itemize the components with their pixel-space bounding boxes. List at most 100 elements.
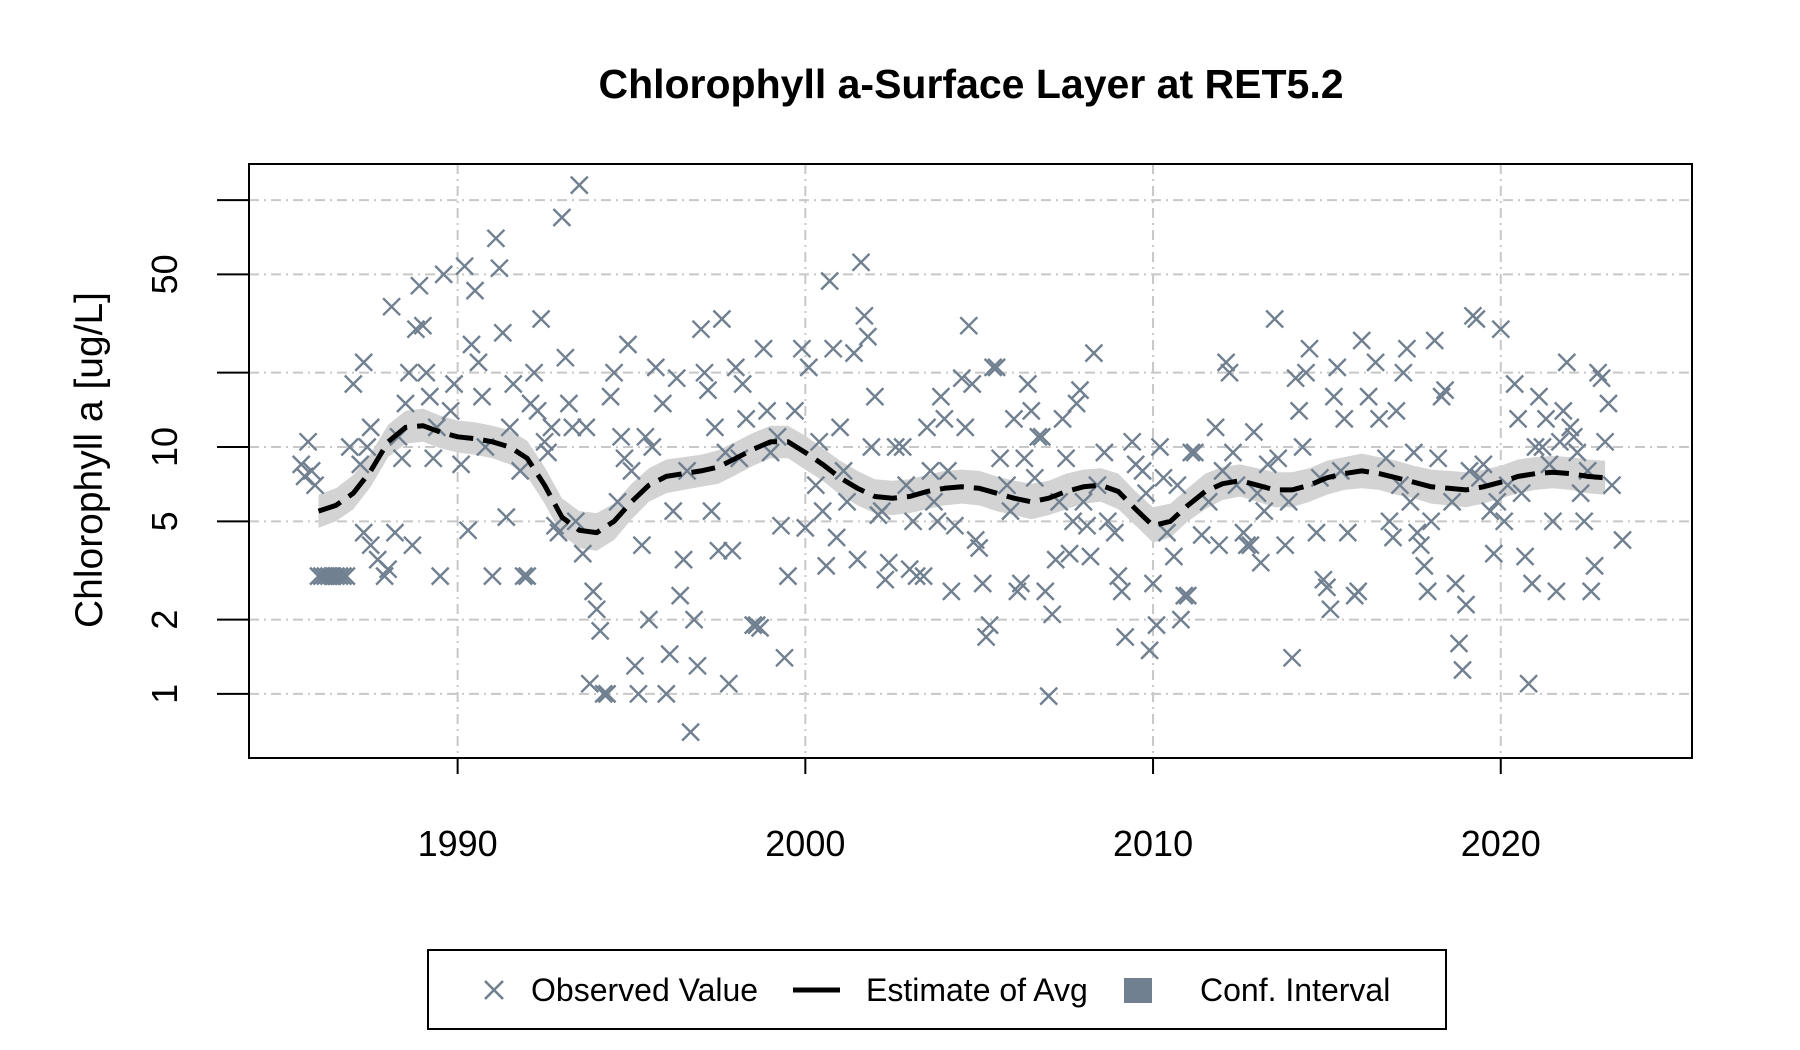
observed-point xyxy=(830,418,850,437)
observed-point xyxy=(556,348,575,368)
observed-point xyxy=(455,256,474,276)
observed-point xyxy=(632,535,652,555)
observed-point xyxy=(844,343,864,363)
observed-point xyxy=(1098,511,1118,531)
observed-point xyxy=(1425,331,1445,350)
observed-point xyxy=(583,582,603,601)
observed-point xyxy=(778,566,798,586)
observed-point xyxy=(1282,648,1302,668)
observed-point xyxy=(792,339,812,359)
observed-point xyxy=(1136,483,1156,503)
observed-point xyxy=(573,544,593,563)
observed-point xyxy=(416,363,436,383)
observed-point xyxy=(1042,604,1062,624)
observed-point xyxy=(1074,492,1093,512)
observed-point xyxy=(973,574,993,593)
observed-point xyxy=(893,437,913,457)
observed-point xyxy=(1432,387,1451,406)
observed-point xyxy=(987,358,1006,377)
observed-point xyxy=(1234,523,1253,542)
observed-point xyxy=(1293,437,1312,457)
x-tick-label: 2010 xyxy=(1113,823,1193,864)
observed-point xyxy=(615,448,634,468)
y-tick-label: 2 xyxy=(144,610,185,630)
observed-point xyxy=(1522,574,1542,593)
observed-point xyxy=(976,627,996,647)
observed-point xyxy=(886,437,906,457)
observed-point xyxy=(378,559,398,579)
observed-point xyxy=(1474,455,1493,474)
observed-point xyxy=(851,252,871,272)
observed-point xyxy=(1380,511,1399,531)
observed-point xyxy=(1258,455,1278,474)
observed-point xyxy=(722,541,742,561)
observed-point xyxy=(1407,523,1427,542)
observed-point xyxy=(1241,535,1260,555)
observed-point xyxy=(997,475,1017,495)
observed-point xyxy=(667,368,687,388)
observed-point xyxy=(423,448,443,468)
observed-point xyxy=(1411,535,1431,555)
observed-point xyxy=(681,722,700,742)
observed-point xyxy=(670,586,690,605)
observed-point xyxy=(493,323,513,343)
observed-point xyxy=(427,418,447,437)
observed-point xyxy=(1366,353,1385,372)
observed-point xyxy=(622,461,641,481)
observed-point xyxy=(1414,556,1434,576)
observed-point xyxy=(420,387,440,406)
observed-point xyxy=(343,374,363,394)
observed-point xyxy=(559,394,579,413)
observed-point xyxy=(865,387,885,406)
observed-point xyxy=(587,599,607,619)
observed-point xyxy=(1081,547,1100,566)
y-tick-label: 1 xyxy=(144,684,185,704)
confidence-interval-band xyxy=(318,408,1606,551)
observed-point xyxy=(656,684,676,704)
observed-point xyxy=(1181,443,1201,462)
legend-label-estimate: Estimate of Avg xyxy=(866,972,1088,1008)
observed-point xyxy=(1147,615,1166,635)
observed-point xyxy=(451,455,471,474)
observed-point xyxy=(1581,582,1601,601)
observed-point xyxy=(795,518,815,538)
observed-point xyxy=(695,363,714,383)
observed-point xyxy=(855,306,874,326)
observed-point xyxy=(1543,511,1563,531)
observed-point xyxy=(677,461,697,481)
observed-point xyxy=(1021,401,1041,421)
observed-point xyxy=(921,461,940,481)
observed-point xyxy=(1001,501,1020,521)
observed-point xyxy=(799,358,819,377)
observed-point xyxy=(907,566,926,586)
observed-point xyxy=(1088,475,1107,495)
observed-point xyxy=(298,432,318,452)
x-tick-label: 2020 xyxy=(1461,823,1541,864)
observed-point xyxy=(1571,483,1591,503)
observed-point xyxy=(629,684,648,704)
observed-point xyxy=(1150,437,1170,457)
observed-point xyxy=(1070,380,1090,400)
observed-point xyxy=(500,418,520,437)
observed-point xyxy=(1265,309,1285,329)
observed-point xyxy=(1028,427,1048,447)
observed-point xyxy=(444,374,464,394)
observed-point xyxy=(816,556,836,576)
observed-point xyxy=(1095,443,1114,462)
legend-box xyxy=(427,949,1447,1030)
observed-point xyxy=(517,566,537,586)
observed-point xyxy=(1327,358,1347,377)
observed-point xyxy=(1178,586,1198,605)
observed-point xyxy=(1053,409,1072,429)
observed-point xyxy=(775,648,794,668)
observed-point xyxy=(1369,409,1389,429)
observed-point xyxy=(1553,401,1573,421)
observed-point xyxy=(1505,374,1525,394)
observed-point xyxy=(712,309,732,329)
legend-label-observed: Observed Value xyxy=(531,972,758,1008)
observed-point xyxy=(858,327,878,346)
observed-point xyxy=(472,387,492,406)
observed-point xyxy=(1401,492,1420,512)
observed-point xyxy=(1300,339,1319,359)
observed-point xyxy=(1157,523,1177,542)
